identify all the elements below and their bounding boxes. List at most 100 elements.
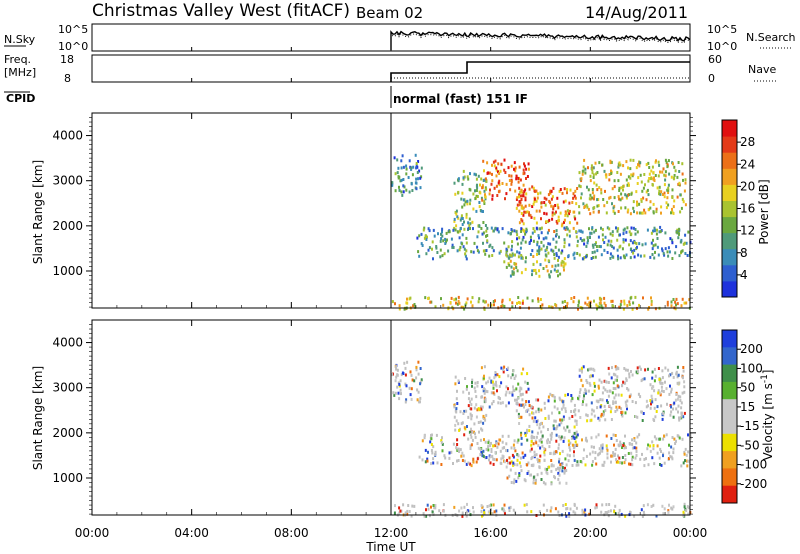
echo-cell: [675, 245, 678, 249]
echo-cell: [650, 299, 653, 303]
echo-cell: [625, 253, 628, 257]
echo-cell: [609, 195, 612, 199]
echo-cell: [585, 255, 588, 259]
echo-cell: [668, 374, 670, 378]
echo-cell: [575, 430, 578, 434]
echo-cell: [463, 433, 466, 437]
echo-cell: [675, 303, 677, 307]
echo-cell: [481, 454, 484, 458]
echo-cell: [574, 217, 577, 221]
echo-cell: [667, 246, 670, 250]
echo-cell: [480, 209, 483, 213]
echo-cell: [575, 230, 578, 234]
echo-cell: [665, 161, 668, 165]
echo-cell: [532, 186, 535, 190]
echo-cell: [617, 195, 620, 199]
echo-cell: [525, 431, 528, 435]
echo-cell: [591, 171, 594, 175]
echo-cell: [558, 481, 561, 485]
echo-cell: [494, 444, 497, 448]
echo-cell: [668, 172, 671, 176]
echo-cell: [496, 373, 499, 377]
echo-cell: [492, 444, 495, 448]
echo-cell: [403, 307, 406, 311]
echo-cell: [546, 441, 549, 445]
echo-cell: [614, 504, 617, 508]
echo-cell: [488, 504, 491, 508]
echo-cell: [684, 178, 687, 182]
echo-cell: [568, 515, 571, 518]
echo-cell: [566, 191, 568, 195]
echo-cell: [634, 295, 637, 299]
echo-cell: [674, 442, 677, 445]
echo-cell: [530, 215, 533, 219]
echo-cell: [651, 440, 654, 444]
echo-cell: [512, 508, 515, 512]
echo-cell: [685, 301, 688, 305]
nsky-series: [390, 30, 691, 50]
echo-cell: [564, 457, 567, 461]
echo-cell: [581, 384, 584, 388]
echo-cell: [600, 191, 603, 195]
echo-cell: [508, 307, 511, 311]
echo-cell: [535, 435, 538, 439]
echo-cell: [664, 366, 667, 370]
echo-cell: [573, 403, 576, 407]
echo-cell: [653, 435, 656, 439]
echo-cell: [484, 389, 487, 393]
echo-cell: [625, 196, 628, 200]
echo-cell: [511, 373, 514, 377]
echo-cell: [577, 396, 579, 400]
echo-cell: [477, 446, 480, 450]
echo-cell: [416, 171, 419, 174]
echo-cell: [645, 163, 648, 167]
echo-cell: [467, 461, 470, 465]
echo-cell: [676, 175, 679, 179]
echo-cell: [410, 397, 413, 401]
echo-cell: [471, 438, 474, 442]
nave-label: Nave: [748, 63, 776, 76]
echo-cell: [487, 439, 490, 443]
echo-cell: [601, 398, 604, 402]
echo-cell: [513, 478, 516, 482]
echo-cell: [652, 210, 655, 214]
echo-cell: [487, 303, 490, 307]
echo-cell: [561, 400, 564, 404]
echo-cell: [575, 419, 578, 423]
echo-cell: [666, 165, 669, 169]
echo-cell: [666, 300, 669, 304]
echo-cell: [565, 305, 568, 308]
echo-cell: [448, 451, 451, 455]
echo-cell: [469, 433, 472, 436]
echo-cell: [666, 163, 669, 167]
echo-cell: [679, 193, 682, 197]
echo-cell: [461, 421, 464, 425]
echo-cell: [609, 159, 612, 163]
velocity-colorbar-swatch: [722, 451, 737, 469]
echo-cell: [495, 380, 497, 384]
echo-cell: [633, 439, 636, 442]
echo-cell: [470, 300, 472, 304]
echo-cell: [667, 159, 670, 163]
echo-cell: [670, 445, 673, 449]
echo-cell: [611, 299, 614, 303]
echo-cell: [600, 449, 602, 453]
echo-cell: [658, 185, 661, 189]
echo-cell: [558, 457, 561, 461]
echo-cell: [536, 249, 539, 253]
echo-cell: [513, 463, 516, 467]
echo-cell: [496, 194, 499, 197]
echo-cell: [604, 189, 606, 193]
echo-cell: [670, 390, 673, 394]
echo-cell: [418, 254, 421, 258]
echo-cell: [531, 411, 534, 415]
echo-cell: [505, 182, 508, 186]
echo-cell: [487, 171, 490, 175]
echo-cell: [618, 189, 621, 192]
echo-cell: [659, 393, 662, 397]
echo-cell: [627, 182, 630, 186]
echo-cell: [589, 383, 592, 387]
echo-cell: [677, 394, 680, 398]
echo-cell: [476, 408, 479, 412]
echo-cell: [631, 455, 634, 459]
